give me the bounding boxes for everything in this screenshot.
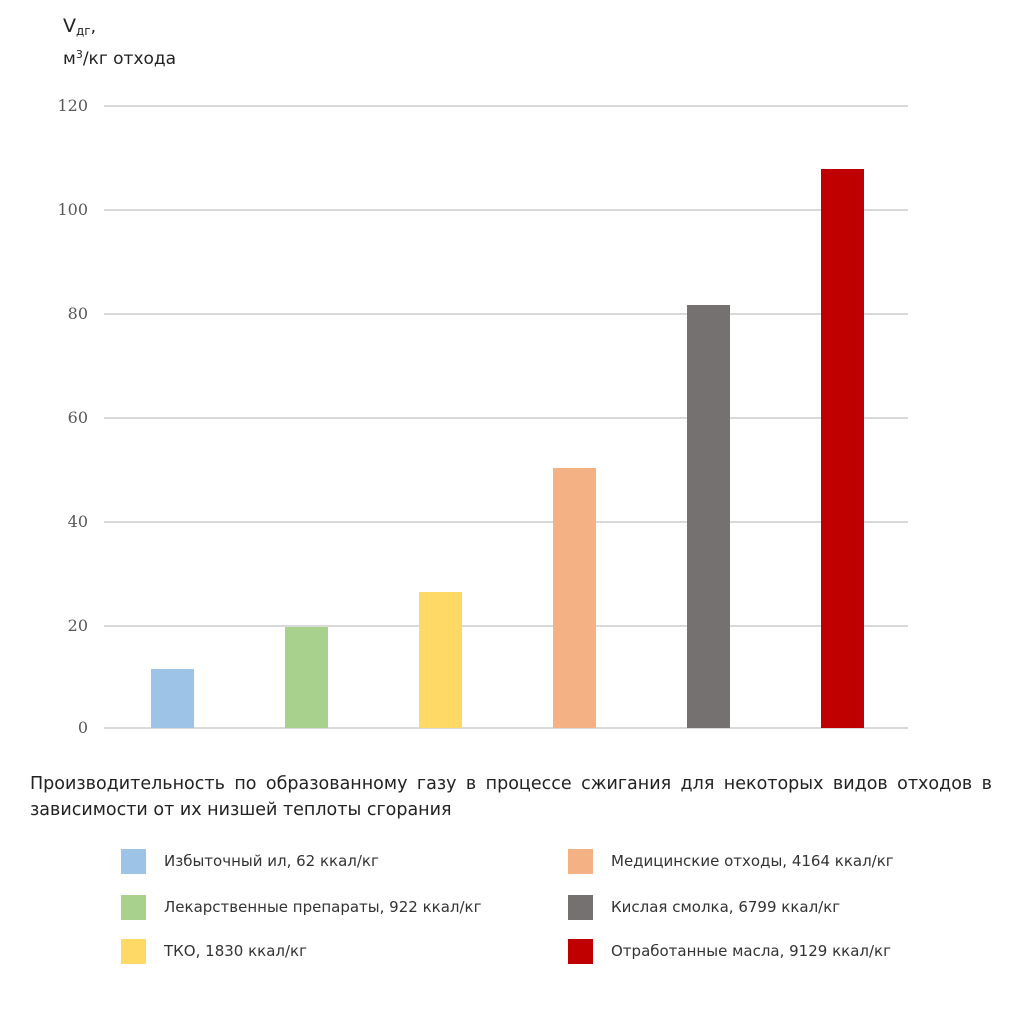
gridline-100 (104, 209, 908, 211)
legend-label: Кислая смолка, 6799 ккал/кг (611, 898, 841, 916)
legend-label: ТКО, 1830 ккал/кг (164, 942, 307, 960)
legend-label: Медицинские отходы, 4164 ккал/кг (611, 852, 894, 870)
chart-caption: Производительность по образованному газу… (30, 774, 992, 820)
y-axis-label: Vдг, м3/кг отхода (63, 14, 176, 71)
gridline-120 (104, 105, 908, 107)
legend-label: Отработанные масла, 9129 ккал/кг (611, 942, 891, 960)
bar-waste-oils (821, 168, 864, 728)
legend-swatch (121, 894, 146, 920)
legend-swatch (568, 894, 593, 920)
y-tick-100: 100 (57, 200, 88, 219)
legend-label: Лекарственные препараты, 922 ккал/кг (164, 898, 482, 916)
legend-swatch (568, 938, 593, 964)
y-axis-label-symbol: V (63, 15, 76, 37)
y-tick-120: 120 (57, 96, 88, 115)
legend-swatch (121, 848, 146, 874)
gridline-40 (104, 521, 908, 523)
bar-medical-waste (553, 467, 596, 728)
legend-item-medicines: Лекарственные препараты, 922 ккал/кг (121, 894, 481, 920)
y-tick-40: 40 (67, 512, 88, 531)
legend-item-excess-sludge: Избыточный ил, 62 ккал/кг (121, 848, 379, 874)
gridline-0 (104, 727, 908, 729)
gridline-20 (104, 625, 908, 627)
y-axis-unit-rest: /кг отхода (82, 49, 177, 69)
legend: Избыточный ил, 62 ккал/кг Лекарственные … (0, 840, 1024, 980)
bar-acid-tar (687, 304, 730, 728)
legend-swatch (121, 938, 146, 964)
bar-excess-sludge (151, 669, 194, 728)
legend-label: Избыточный ил, 62 ккал/кг (164, 852, 379, 870)
legend-swatch (568, 848, 593, 874)
y-axis-label-comma: , (90, 17, 97, 37)
y-tick-0: 0 (77, 718, 88, 737)
legend-item-medical-waste: Медицинские отходы, 4164 ккал/кг (568, 848, 894, 874)
y-tick-80: 80 (67, 304, 88, 323)
y-axis-unit-m: м (63, 49, 76, 69)
gridline-60 (104, 417, 908, 419)
bar-medicines (285, 627, 328, 728)
legend-item-waste-oils: Отработанные масла, 9129 ккал/кг (568, 938, 891, 964)
legend-item-acid-tar: Кислая смолка, 6799 ккал/кг (568, 894, 840, 920)
bar-msw (419, 591, 462, 728)
legend-item-msw: ТКО, 1830 ккал/кг (121, 938, 307, 964)
y-tick-60: 60 (67, 408, 88, 427)
y-axis-label-subscript: дг (76, 24, 91, 38)
y-axis-unit-exponent: 3 (75, 48, 83, 61)
y-tick-20: 20 (67, 616, 88, 635)
plot-area: 120 100 80 60 40 20 0 (57, 96, 908, 737)
gridline-80 (104, 313, 908, 315)
